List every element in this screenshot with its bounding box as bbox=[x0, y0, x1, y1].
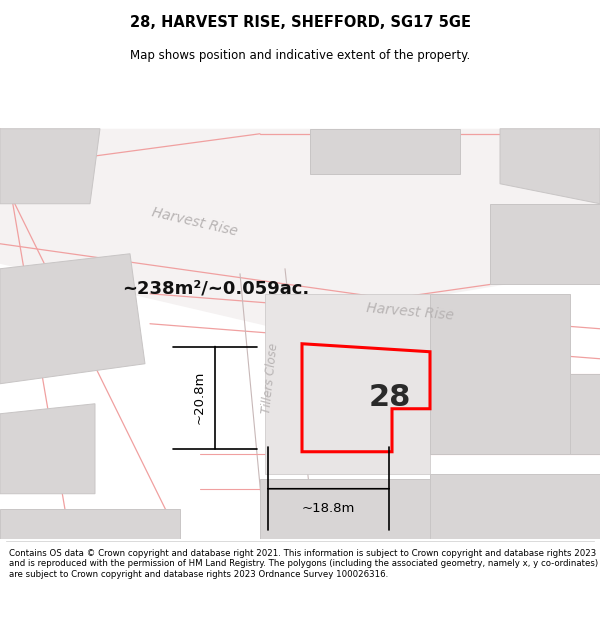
Text: Tillers Close: Tillers Close bbox=[260, 342, 280, 415]
Text: ~20.8m: ~20.8m bbox=[193, 371, 205, 424]
Polygon shape bbox=[0, 254, 145, 384]
Text: 28: 28 bbox=[368, 383, 411, 412]
Text: 28, HARVEST RISE, SHEFFORD, SG17 5GE: 28, HARVEST RISE, SHEFFORD, SG17 5GE bbox=[130, 14, 470, 29]
Polygon shape bbox=[260, 479, 430, 539]
Text: Contains OS data © Crown copyright and database right 2021. This information is : Contains OS data © Crown copyright and d… bbox=[9, 549, 598, 579]
Polygon shape bbox=[265, 294, 430, 474]
Polygon shape bbox=[0, 129, 600, 304]
Text: Harvest Rise: Harvest Rise bbox=[365, 301, 454, 322]
Polygon shape bbox=[430, 294, 570, 454]
Text: ~18.8m: ~18.8m bbox=[302, 503, 355, 515]
Polygon shape bbox=[490, 204, 600, 284]
Polygon shape bbox=[570, 374, 600, 454]
Text: ~238m²/~0.059ac.: ~238m²/~0.059ac. bbox=[122, 280, 309, 298]
Polygon shape bbox=[0, 129, 100, 204]
Text: Harvest Rise: Harvest Rise bbox=[151, 205, 239, 239]
Polygon shape bbox=[500, 129, 600, 204]
Polygon shape bbox=[310, 129, 460, 174]
Polygon shape bbox=[0, 134, 390, 334]
Polygon shape bbox=[430, 474, 600, 539]
Polygon shape bbox=[0, 404, 95, 494]
Polygon shape bbox=[0, 509, 180, 539]
Polygon shape bbox=[302, 344, 430, 452]
Text: Map shows position and indicative extent of the property.: Map shows position and indicative extent… bbox=[130, 49, 470, 62]
